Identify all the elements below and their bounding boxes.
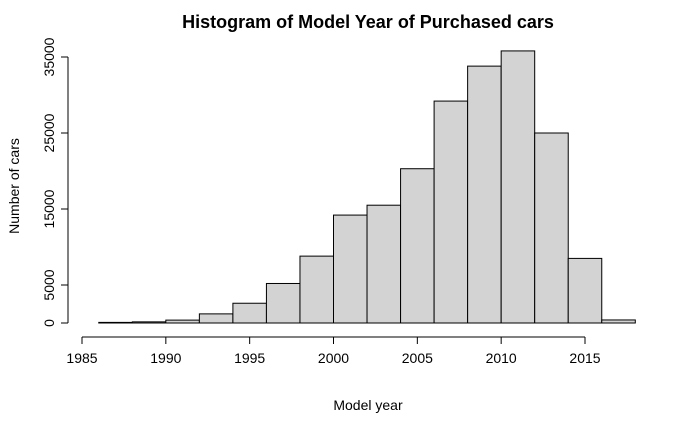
x-tick-label-2010: 2010 [486, 350, 517, 366]
bar-1996-1998 [265, 282, 301, 324]
y-axis-label: Number of cars [6, 138, 22, 234]
bar-2000-2002 [333, 214, 368, 324]
bar-2004-2006 [400, 168, 435, 324]
chart-title: Histogram of Model Year of Purchased car… [182, 12, 554, 32]
y-tick-label-35000: 35000 [41, 37, 57, 76]
y-tick-label-15000: 15000 [41, 189, 57, 228]
y-axis: 0 5000 15000 25000 35000 [41, 37, 69, 327]
bar-1990-1992 [165, 319, 200, 324]
y-tick-label-25000: 25000 [41, 113, 57, 152]
x-tick-label-2015: 2015 [569, 350, 600, 366]
bar-2002-2004 [366, 204, 402, 324]
bar-2012-2014 [534, 132, 569, 324]
x-tick-label-2005: 2005 [402, 350, 433, 366]
bar-2016-2018 [601, 319, 636, 324]
bar-1994-1996 [232, 302, 267, 324]
x-axis: 1985 1990 1995 2000 2005 2010 2015 [66, 336, 601, 366]
bar-2006-2008 [433, 100, 469, 324]
x-tick-label-1995: 1995 [234, 350, 265, 366]
x-axis-label: Model year [333, 397, 403, 413]
bar-2008-2010 [467, 65, 502, 324]
y-tick-label-0: 0 [41, 319, 57, 327]
bar-2014-2016 [567, 257, 603, 324]
x-tick-label-1990: 1990 [150, 350, 181, 366]
x-tick-label-1985: 1985 [66, 350, 97, 366]
y-tick-label-5000: 5000 [41, 269, 57, 300]
bar-1986-1988 [98, 321, 133, 324]
bars-group [98, 50, 636, 324]
bar-1998-2000 [299, 255, 334, 324]
x-tick-label-2000: 2000 [318, 350, 349, 366]
bar-1988-1990 [131, 321, 167, 324]
bar-2010-2012 [500, 50, 536, 324]
bar-1992-1994 [198, 313, 234, 324]
